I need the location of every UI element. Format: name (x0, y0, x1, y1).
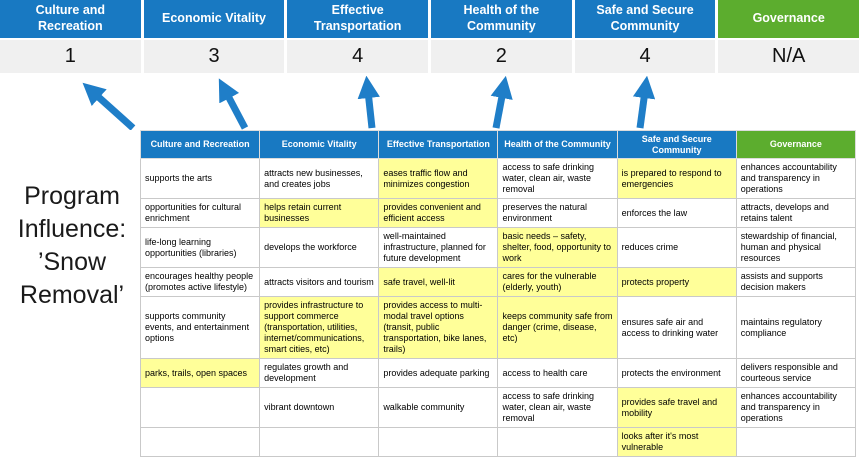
up-arrow-2 (218, 78, 249, 130)
summary-score-row: 1 3 4 2 4 N/A (0, 40, 859, 73)
matrix-cell-r5-c2: provides infrastructure to support comme… (259, 296, 380, 359)
summary-header-0: Culture and Recreation (0, 0, 141, 38)
matrix-cell-r8-c2 (259, 427, 380, 457)
matrix-cell-r3-c3: well-maintained infrastructure, planned … (378, 227, 499, 268)
matrix-cell-r4-c6: assists and supports decision makers (735, 267, 857, 297)
matrix-cell-r6-c6: delivers responsible and courteous servi… (735, 358, 857, 388)
matrix-cell-r2-c3: provides convenient and efficient access (378, 198, 499, 228)
matrix-cell-r2-c4: preserves the natural environment (497, 198, 618, 228)
matrix-cell-r6-c3: provides adequate parking (378, 358, 499, 388)
matrix-cell-r1-c2: attracts new businesses, and creates job… (259, 158, 380, 199)
matrix-header-row: Culture and Recreation Economic Vitality E… (139, 130, 857, 159)
matrix-cell-r5-c5: ensures safe air and access to drinking … (616, 296, 737, 359)
up-arrows (82, 76, 656, 130)
matrix-cell-r7-c5: provides safe travel and mobility (616, 387, 737, 428)
matrix-cell-r3-c5: reduces crime (616, 227, 737, 268)
matrix-cell-r5-c3: provides access to multi-modal travel op… (378, 296, 499, 359)
matrix-cell-r5-c6: maintains regulatory compliance (735, 296, 857, 359)
summary-score-0: 1 (0, 40, 141, 73)
matrix-cell-r6-c5: protects the environment (616, 358, 737, 388)
matrix-cell-r8-c1 (139, 427, 261, 457)
table-row: opportunities for cultural enrichment hel… (139, 198, 857, 228)
up-arrow-5 (632, 76, 656, 129)
matrix-cell-r6-c2: regulates growth and development (259, 358, 380, 388)
page-title: Program Influence: ’Snow Removal’ (17, 182, 127, 309)
summary-header-4: Safe and Secure Community (574, 0, 716, 38)
table-row: supports the arts attracts new businesses… (139, 158, 857, 199)
matrix-cell-r7-c6: enhances accountability and transparency… (735, 387, 857, 428)
summary-header-5: Governance (718, 0, 859, 38)
matrix-cell-r6-c1: parks, trails, open spaces (139, 358, 261, 388)
summary-score-3: 2 (431, 40, 572, 73)
matrix-cell-r2-c1: opportunities for cultural enrichment (139, 198, 261, 228)
matrix-cell-r8-c4 (497, 427, 618, 457)
summary-score-4: 4 (574, 40, 716, 73)
table-row: life-long learning opportunities (librar… (139, 227, 857, 268)
matrix-cell-r1-c4: access to safe drinking water, clean air… (497, 158, 618, 199)
table-row: parks, trails, open spaces regulates grow… (139, 358, 857, 388)
matrix-cell-r1-c6: enhances accountability and transparency… (735, 158, 857, 199)
matrix-cell-r3-c6: stewardship of financial, human and phys… (735, 227, 857, 268)
table-row: looks after it's most vulnerable (139, 427, 857, 457)
matrix-cell-r2-c2: helps retain current businesses (259, 198, 380, 228)
matrix-cell-r7-c1 (139, 387, 261, 428)
matrix-cell-r4-c1: encourages healthy people (promotes acti… (139, 267, 261, 297)
matrix-cell-r8-c3 (378, 427, 499, 457)
matrix-header-3: Health of the Community (497, 130, 618, 159)
table-row: encourages healthy people (promotes acti… (139, 267, 857, 297)
matrix-cell-r1-c1: supports the arts (139, 158, 261, 199)
matrix-header-5: Governance (735, 130, 857, 159)
matrix-cell-r2-c5: enforces the law (616, 198, 737, 228)
matrix-cell-r5-c1: supports community events, and entertain… (139, 296, 261, 359)
summary-score-1: 3 (143, 40, 285, 73)
matrix-header-2: Effective Transportation (378, 130, 499, 159)
matrix-cell-r4-c2: attracts visitors and tourism (259, 267, 380, 297)
matrix-cell-r3-c4: basic needs – safety, shelter, food, opp… (497, 227, 618, 268)
matrix-header-1: Economic Vitality (259, 130, 380, 159)
matrix-header-4: Safe and Secure Community (616, 130, 737, 159)
summary-score-5: N/A (718, 40, 859, 73)
table-row: vibrant downtown walkable community access… (139, 387, 857, 428)
matrix-cell-r2-c6: attracts, develops and retains talent (735, 198, 857, 228)
table-row: supports community events, and entertain… (139, 296, 857, 359)
summary-header-2: Effective Transportation (287, 0, 429, 38)
matrix-cell-r4-c5: protects property (616, 267, 737, 297)
matrix-cell-r7-c4: access to safe drinking water, clean air… (497, 387, 618, 428)
up-arrow-3 (357, 76, 380, 129)
matrix-cell-r7-c2: vibrant downtown (259, 387, 380, 428)
matrix-cell-r3-c1: life-long learning opportunities (librar… (139, 227, 261, 268)
matrix-cell-r4-c4: cares for the vulnerable (elderly, youth… (497, 267, 618, 297)
summary-header-row: Culture and Recreation Economic Vitality E… (0, 0, 859, 38)
matrix-cell-r3-c2: develops the workforce (259, 227, 380, 268)
summary-header-1: Economic Vitality (143, 0, 285, 38)
summary-score-2: 4 (287, 40, 429, 73)
matrix-cell-r5-c4: keeps community safe from danger (crime,… (497, 296, 618, 359)
matrix-cell-r1-c5: is prepared to respond to emergencies (616, 158, 737, 199)
up-arrow-4 (490, 76, 513, 129)
matrix-cell-r8-c5: looks after it's most vulnerable (616, 427, 737, 457)
matrix-cell-r4-c3: safe travel, well-lit (378, 267, 499, 297)
matrix-cell-r1-c3: eases traffic flow and minimizes congest… (378, 158, 499, 199)
summary-header-3: Health of the Community (431, 0, 572, 38)
matrix-cell-r7-c3: walkable community (378, 387, 499, 428)
matrix-cell-r6-c4: access to health care (497, 358, 618, 388)
up-arrow-1 (82, 82, 136, 130)
matrix-cell-r8-c6 (735, 427, 857, 457)
influence-matrix: Culture and Recreation Economic Vitality E… (139, 130, 857, 457)
matrix-header-0: Culture and Recreation (139, 130, 261, 159)
